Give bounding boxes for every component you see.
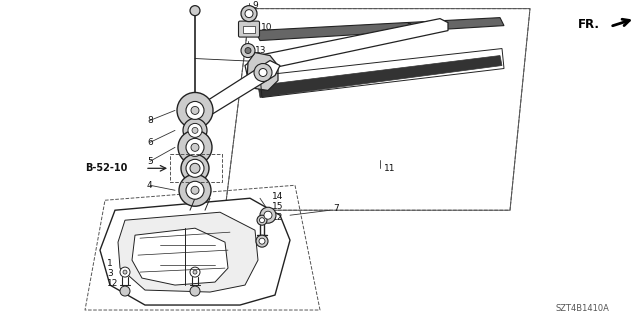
Text: B-52-10: B-52-10: [85, 163, 127, 173]
Circle shape: [259, 218, 264, 223]
Text: 13: 13: [255, 46, 266, 55]
Circle shape: [191, 143, 199, 151]
Circle shape: [190, 6, 200, 16]
Circle shape: [256, 235, 268, 247]
Text: 12: 12: [272, 213, 284, 222]
Circle shape: [259, 69, 267, 77]
Circle shape: [193, 270, 197, 274]
Circle shape: [186, 138, 204, 156]
Circle shape: [186, 101, 204, 119]
Text: 4: 4: [147, 181, 152, 190]
Circle shape: [241, 6, 257, 22]
Circle shape: [186, 181, 204, 199]
Text: 11: 11: [384, 164, 396, 173]
Circle shape: [260, 207, 276, 223]
Circle shape: [120, 267, 130, 277]
Text: 15: 15: [272, 202, 284, 211]
Circle shape: [190, 286, 200, 296]
Polygon shape: [255, 18, 504, 41]
Polygon shape: [132, 228, 228, 285]
Text: 14: 14: [272, 192, 284, 201]
Circle shape: [190, 163, 200, 173]
Polygon shape: [100, 198, 290, 305]
Circle shape: [254, 63, 272, 81]
Circle shape: [259, 238, 265, 244]
Circle shape: [264, 211, 272, 219]
Text: 12: 12: [185, 278, 196, 286]
Polygon shape: [247, 53, 278, 91]
Circle shape: [186, 159, 204, 177]
Circle shape: [245, 10, 253, 18]
Text: SZT4B1410A: SZT4B1410A: [555, 303, 609, 313]
Circle shape: [120, 286, 130, 296]
Polygon shape: [118, 212, 258, 292]
Circle shape: [191, 186, 199, 194]
Circle shape: [241, 44, 255, 57]
Circle shape: [257, 215, 267, 225]
Circle shape: [178, 130, 212, 164]
Circle shape: [181, 154, 209, 182]
Circle shape: [123, 270, 127, 274]
Text: 1: 1: [107, 259, 113, 268]
Polygon shape: [258, 56, 502, 97]
Text: 3: 3: [192, 268, 198, 277]
Polygon shape: [192, 61, 280, 120]
Text: 9: 9: [252, 1, 258, 10]
Text: FR.: FR.: [578, 18, 600, 31]
Polygon shape: [245, 19, 448, 80]
Polygon shape: [225, 9, 530, 210]
Text: 2: 2: [406, 23, 412, 32]
Circle shape: [183, 118, 207, 142]
Text: 6: 6: [147, 138, 153, 147]
Text: 8: 8: [147, 116, 153, 125]
Text: 3: 3: [107, 269, 113, 278]
FancyBboxPatch shape: [243, 26, 255, 33]
Circle shape: [188, 123, 202, 137]
Circle shape: [245, 48, 251, 54]
FancyBboxPatch shape: [239, 21, 259, 37]
Circle shape: [190, 267, 200, 277]
Text: 5: 5: [147, 157, 153, 166]
Text: 10: 10: [261, 23, 273, 32]
Text: 12: 12: [107, 278, 118, 287]
Circle shape: [191, 107, 199, 115]
Text: 1: 1: [178, 259, 184, 268]
Circle shape: [177, 93, 213, 128]
Text: 7: 7: [333, 204, 339, 213]
Circle shape: [179, 174, 211, 206]
Circle shape: [192, 127, 198, 133]
